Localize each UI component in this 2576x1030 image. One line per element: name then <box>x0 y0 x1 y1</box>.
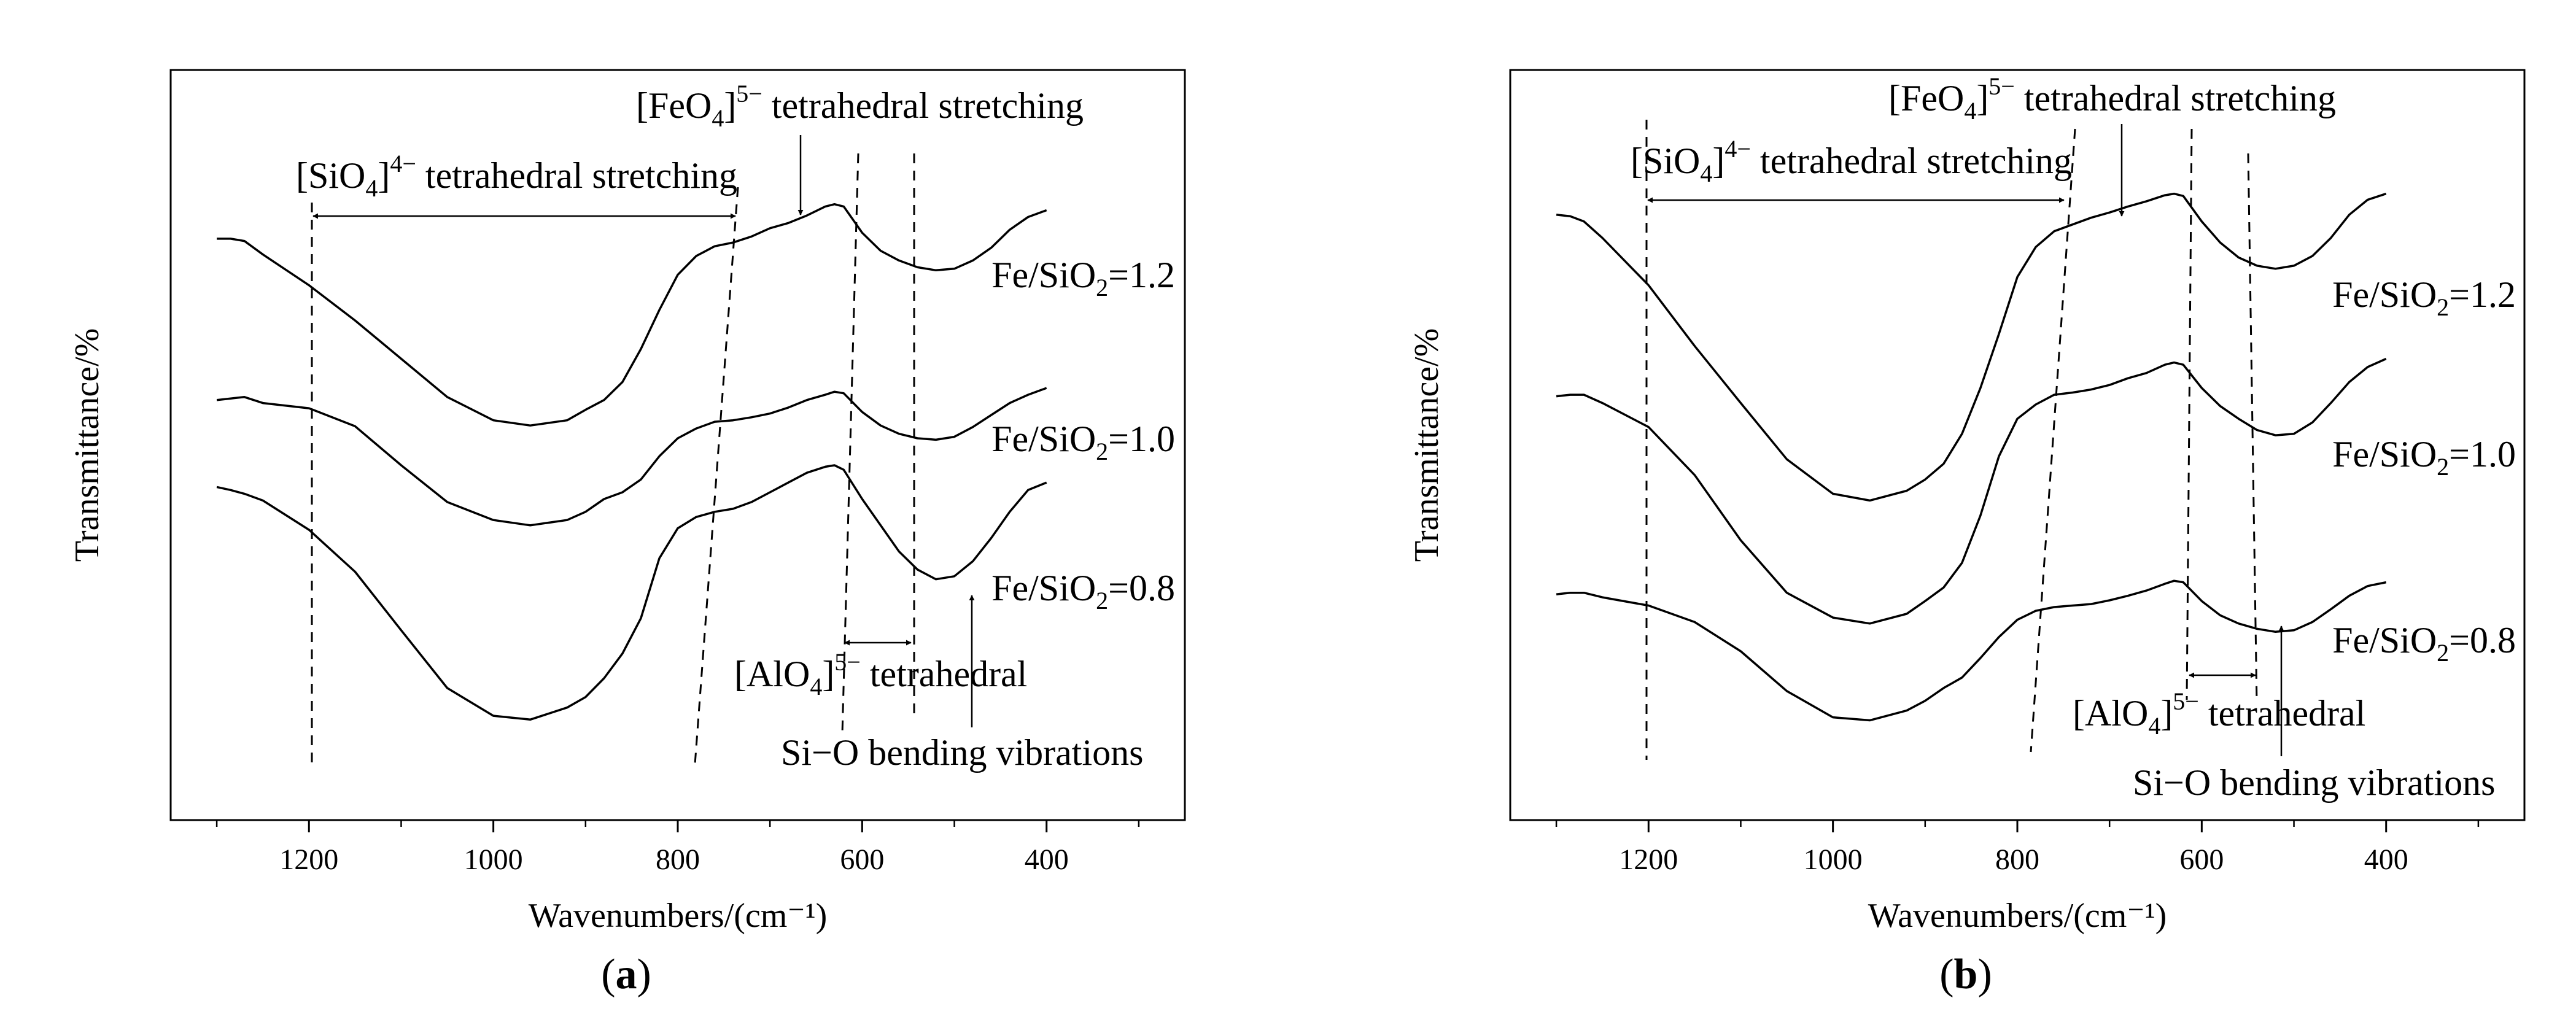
annotation-sio-bend: Si−O bending vibrations <box>781 732 1143 773</box>
annotation-feo4: [FeO4]5− tetrahedral stretching <box>636 80 1084 132</box>
x-tick-label: 600 <box>2179 843 2224 876</box>
annotation-arrows <box>1647 124 2284 756</box>
guide-line-sio-bend <box>2247 153 2258 703</box>
x-ticks: 1200 1000 800 600 400 <box>215 820 1140 876</box>
curve-label-fe-0-8: Fe/SiO2=0.8 <box>2332 620 2516 667</box>
x-tick-label: 800 <box>656 843 700 876</box>
series-line-2 <box>216 387 1047 527</box>
guide-line-feo4 <box>2186 128 2193 700</box>
annotation-feo4: [FeO4]5− tetrahedral stretching <box>1888 72 2336 125</box>
guide-lines <box>311 153 915 767</box>
x-ticks: 1200 1000 800 600 400 <box>1555 820 2480 876</box>
panel-a: 1200 1000 800 600 400 [SiO4]4− tetrahedral s… <box>68 69 1186 998</box>
x-tick-label: 1000 <box>464 843 523 876</box>
series-line-3 <box>1556 579 2387 722</box>
series-line-2 <box>1556 357 2387 625</box>
x-axis-label: Wavenumbers/(cm⁻¹) <box>529 897 828 935</box>
curve-label-fe-1-2: Fe/SiO2=1.2 <box>2332 274 2516 321</box>
x-tick-label: 400 <box>1025 843 1069 876</box>
curve-label-fe-1-0: Fe/SiO2=1.0 <box>2332 434 2516 481</box>
x-tick-label: 1200 <box>1619 843 1678 876</box>
x-tick-label: 800 <box>1995 843 2039 876</box>
x-tick-label: 1200 <box>279 843 338 876</box>
y-axis-label: Transmittance/% <box>1408 328 1446 562</box>
guide-line-sio4-end <box>694 187 739 765</box>
panel-label-a: (a) <box>601 951 651 998</box>
panel-b: 1200 1000 800 600 400 [SiO4]4− tetrahedral s… <box>1408 69 2526 998</box>
x-axis-label: Wavenumbers/(cm⁻¹) <box>1868 897 2167 935</box>
series-layer <box>1556 192 2387 722</box>
panel-label-b: (b) <box>1939 951 1992 998</box>
guide-lines <box>1645 120 2258 760</box>
series-line-3 <box>216 464 1047 721</box>
y-axis-label: Transmittance/% <box>68 328 106 562</box>
guide-line-sio4-end <box>2030 128 2076 753</box>
annotation-alo4: [AlO4]5− tetrahedral <box>2073 687 2365 740</box>
curve-label-fe-1-2: Fe/SiO2=1.2 <box>991 255 1175 301</box>
series-layer <box>216 203 1047 721</box>
annotation-alo4: [AlO4]5− tetrahedral <box>734 648 1027 700</box>
annotation-sio4: [SiO4]4− tetrahedral stretching <box>296 150 737 202</box>
annotation-sio4: [SiO4]4− tetrahedral stretching <box>1631 135 2072 187</box>
curve-label-fe-1-0: Fe/SiO2=1.0 <box>991 419 1175 465</box>
series-line-1 <box>1556 192 2387 502</box>
guide-line-feo4 <box>841 153 859 734</box>
x-tick-label: 600 <box>840 843 884 876</box>
annotation-sio-bend: Si−O bending vibrations <box>2133 762 2495 803</box>
series-line-1 <box>217 203 1047 427</box>
x-tick-label: 400 <box>2364 843 2408 876</box>
x-tick-label: 1000 <box>1804 843 1863 876</box>
annotation-arrows <box>312 135 975 727</box>
curve-label-fe-0-8: Fe/SiO2=0.8 <box>991 568 1175 614</box>
